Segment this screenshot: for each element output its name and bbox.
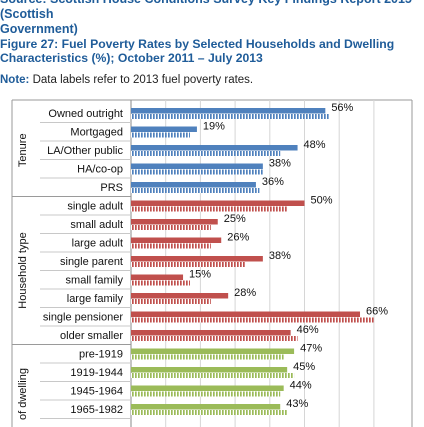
category-label-prs: PRS	[100, 182, 123, 194]
data-label-single-parent: 38%	[269, 250, 291, 262]
group-label-of-dwelling: of dwelling	[17, 368, 29, 420]
data-label-ha-co-op: 38%	[269, 158, 291, 170]
bar-2012-owned-outright	[131, 114, 329, 119]
bar-2013-mortgaged	[131, 126, 197, 132]
bar-2013-1945-1964	[131, 385, 284, 391]
bar-2013-owned-outright	[131, 108, 326, 114]
bar-2013-la-other-public	[131, 145, 298, 151]
bar-2013-single-parent	[131, 256, 263, 262]
category-label-single-pensioner: single pensioner	[43, 312, 123, 324]
data-label-large-adult: 26%	[227, 232, 249, 244]
bar-2012-prs	[131, 188, 260, 193]
data-label-la-other-public: 48%	[304, 139, 326, 151]
data-label-single-adult: 50%	[311, 195, 333, 207]
bar-2012-small-family	[131, 280, 190, 286]
data-label-small-adult: 25%	[224, 213, 246, 225]
note-label: Note:	[0, 74, 30, 86]
group-label-tenure: Tenure	[17, 133, 29, 167]
category-label-owned-outright: Owned outright	[48, 108, 123, 120]
bar-2012-single-parent	[131, 262, 246, 267]
bar-2013-older-smaller	[131, 330, 291, 336]
bar-2013-pre-1919	[131, 348, 295, 354]
bar-2012-large-family	[131, 299, 211, 304]
data-label-small-family: 15%	[189, 269, 211, 281]
category-label-older-smaller: older smaller	[60, 330, 123, 342]
figure-title: Figure 27: Fuel Poverty Rates by Selecte…	[0, 37, 395, 65]
data-label-older-smaller: 46%	[297, 324, 319, 336]
data-label-single-pensioner: 66%	[366, 306, 388, 318]
bar-2013-1965-1982	[131, 404, 281, 410]
group-label-household-type: Household type	[17, 232, 29, 308]
category-label-large-adult: large adult	[72, 238, 123, 250]
data-label-prs: 36%	[262, 176, 284, 188]
bar-2012-1965-1982	[131, 410, 288, 415]
bar-2012-ha-co-op	[131, 169, 263, 175]
data-label-large-family: 28%	[234, 287, 256, 299]
data-label-pre-1919: 47%	[300, 343, 322, 355]
category-label-mortgaged: Mortgaged	[70, 127, 123, 139]
category-label-pre-1919: pre-1919	[79, 349, 123, 361]
category-label-1965-1982: 1965-1982	[70, 404, 123, 416]
category-label-single-parent: single parent	[60, 256, 123, 268]
bar-2013-single-pensioner	[131, 311, 361, 317]
data-label-1945-1964: 44%	[290, 380, 312, 392]
bar-2012-la-other-public	[131, 151, 281, 156]
data-label-owned-outright: 56%	[331, 102, 353, 114]
bar-2012-older-smaller	[131, 336, 298, 341]
bar-2012-large-adult	[131, 243, 211, 249]
category-label-single-adult: single adult	[67, 201, 123, 213]
bar-2013-prs	[131, 182, 256, 188]
bar-2013-1919-1944	[131, 367, 288, 373]
category-label-small-family: small family	[66, 275, 124, 287]
category-label-la-other-public: LA/Other public	[47, 145, 123, 157]
bar-2012-single-adult	[131, 206, 288, 212]
bar-2012-small-adult	[131, 225, 211, 230]
bar-2013-large-adult	[131, 237, 222, 243]
bar-2013-small-family	[131, 274, 184, 280]
bar-2013-small-adult	[131, 219, 218, 225]
data-label-mortgaged: 19%	[203, 121, 225, 133]
category-label-small-adult: small adult	[70, 219, 123, 231]
bar-2012-1945-1964	[131, 391, 281, 397]
note-text: Data labels refer to 2013 fuel poverty r…	[29, 74, 254, 86]
chart-note: Note: Data labels refer to 2013 fuel pov…	[0, 73, 424, 87]
data-label-1965-1982: 43%	[286, 398, 308, 410]
bar-2013-large-family	[131, 293, 229, 299]
category-label-large-family: large family	[67, 293, 124, 305]
bar-2013-ha-co-op	[131, 163, 263, 169]
category-label-ha-co-op: HA/co-op	[77, 164, 123, 176]
category-label-1919-1944: 1919-1944	[70, 367, 123, 379]
bar-2012-1919-1944	[131, 373, 295, 378]
bar-2012-pre-1919	[131, 354, 284, 360]
bar-2012-mortgaged	[131, 132, 190, 138]
source-text: Source: Scottish House Conditions Survey…	[0, 0, 412, 36]
bar-2012-single-pensioner	[131, 317, 374, 323]
bar-2013-single-adult	[131, 200, 305, 206]
data-label-1919-1944: 45%	[293, 361, 315, 373]
category-label-1945-1964: 1945-1964	[70, 386, 123, 398]
